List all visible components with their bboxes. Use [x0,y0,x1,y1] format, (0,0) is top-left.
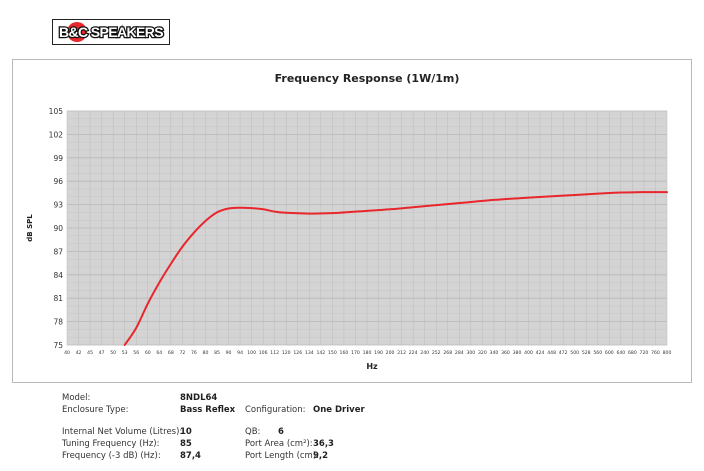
x-tick-label: 160 [340,350,349,356]
enclosure-value: Bass Reflex [180,405,236,415]
tuning-label: Tuning Frequency (Hz): [62,439,160,449]
volume-value: 10 [180,427,192,437]
brand-logo-graphic: B&C SPEAKERS [52,19,170,45]
y-tick-label: 93 [53,201,63,210]
x-tick-label: 600 [605,350,614,356]
x-tick-label: 72 [179,350,185,356]
x-tick-label: 680 [628,350,637,356]
tuning-value: 85 [180,439,192,449]
x-tick-label: 64 [156,350,162,356]
configuration-label: Configuration: [245,405,306,415]
x-tick-label: 76 [191,350,197,356]
x-tick-label: 68 [168,350,174,356]
x-tick-label: 760 [651,350,660,356]
qb-value: 6 [278,427,284,437]
x-tick-label: 720 [640,350,649,356]
x-tick-label: 300 [466,350,475,356]
x-tick-label: 106 [259,350,268,356]
x-tick-label: 126 [293,350,302,356]
chart-title: Frequency Response (1W/1m) [275,72,460,85]
x-tick-label: 45 [87,350,93,356]
x-axis-label: Hz [366,362,378,371]
y-axis-label: dB SPL [26,214,34,242]
x-tick-label: 528 [582,350,591,356]
x-tick-label: 212 [397,350,406,356]
x-tick-label: 134 [305,350,314,356]
enclosure-label: Enclosure Type: [62,405,129,415]
x-tick-label: 142 [316,350,325,356]
qb-label: QB: [245,427,261,437]
x-tick-label: 180 [363,350,372,356]
x-tick-label: 448 [547,350,556,356]
x-tick-label: 190 [374,350,383,356]
x-tick-label: 90 [226,350,232,356]
x-tick-label: 380 [513,350,522,356]
x-tick-label: 200 [386,350,395,356]
frequency-response-chart: Frequency Response (1W/1m) 75 78 81 84 87 90 93… [26,72,672,371]
x-tick-label: 424 [536,350,545,356]
model-value: 8NDL64 [180,393,218,403]
volume-label: Internal Net Volume (Litres): [62,427,183,437]
x-tick-label: 472 [559,350,568,356]
frequency-3db-value: 87,4 [180,451,201,461]
x-tick-label: 85 [214,350,220,356]
x-tick-label: 224 [409,350,418,356]
port-length-label: Port Length (cm): [245,451,320,461]
port-area-value: 36,3 [313,439,334,449]
y-tick-label: 87 [53,247,63,256]
x-tick-label: 170 [351,350,360,356]
x-tick-label: 284 [455,350,464,356]
x-tick-label: 60 [145,350,151,356]
y-tick-label: 102 [49,130,64,139]
x-tick-label: 240 [420,350,429,356]
x-tick-label: 120 [282,350,291,356]
brand-logo: B&C SPEAKERS [52,19,170,45]
configuration-value: One Driver [313,405,365,415]
x-tick-label: 94 [237,350,243,356]
grid-lines [66,110,668,346]
y-tick-label: 90 [53,224,63,233]
x-tick-label: 500 [570,350,579,356]
x-tick-label: 268 [443,350,452,356]
x-tick-label: 252 [432,350,441,356]
x-tick-label: 42 [76,350,82,356]
x-tick-label: 560 [593,350,602,356]
x-tick-label: 53 [122,350,128,356]
x-tick-label: 50 [110,350,116,356]
frequency-3db-label: Frequency (-3 dB) (Hz): [62,451,161,461]
x-tick-label: 40 [64,350,70,356]
y-tick-label: 78 [53,318,63,327]
y-tick-label: 84 [53,271,63,280]
chart-panel: Frequency Response (1W/1m) 75 78 81 84 87 90 93… [12,59,692,383]
x-tick-label: 56 [133,350,139,356]
x-tick-label: 400 [524,350,533,356]
x-tick-label: 320 [478,350,487,356]
y-tick-label: 99 [53,154,63,163]
y-tick-label: 81 [53,294,63,303]
x-tick-label: 100 [247,350,256,356]
x-tick-label: 80 [203,350,209,356]
x-tick-label: 800 [663,350,672,356]
port-length-value: 9,2 [313,451,329,461]
logo-text: B&C SPEAKERS [59,24,163,40]
x-tick-label: 640 [616,350,625,356]
y-tick-label: 105 [49,107,64,116]
frequency-response-line [123,191,668,346]
x-tick-label: 112 [270,350,279,356]
port-area-label: Port Area (cm²): [245,439,313,449]
model-label: Model: [62,393,91,403]
x-tick-label: 340 [490,350,499,356]
y-tick-label: 96 [53,177,63,186]
x-tick-label: 47 [99,350,105,356]
x-tick-label: 360 [501,350,510,356]
y-tick-label: 75 [53,341,63,350]
x-tick-label: 150 [328,350,337,356]
